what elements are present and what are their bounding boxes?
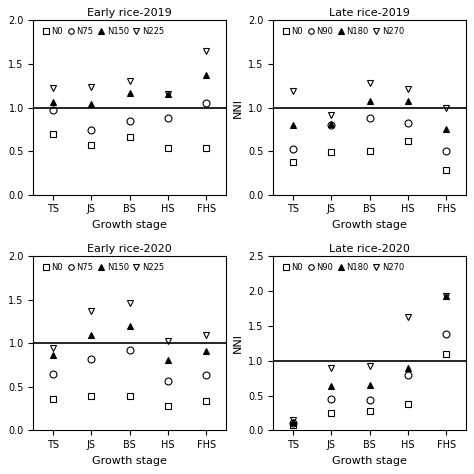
X-axis label: Growth stage: Growth stage (332, 220, 407, 230)
Legend: N0, N90, N180, N270: N0, N90, N180, N270 (282, 262, 405, 273)
Title: Early rice-2020: Early rice-2020 (87, 244, 172, 254)
Y-axis label: NNI: NNI (233, 98, 243, 118)
Title: Late rice-2019: Late rice-2019 (329, 9, 410, 18)
Title: Late rice-2020: Late rice-2020 (329, 244, 410, 254)
Title: Early rice-2019: Early rice-2019 (87, 9, 172, 18)
Y-axis label: NNI: NNI (233, 333, 243, 353)
X-axis label: Growth stage: Growth stage (332, 456, 407, 465)
Legend: N0, N75, N150, N225: N0, N75, N150, N225 (41, 262, 165, 273)
Legend: N0, N90, N180, N270: N0, N90, N180, N270 (282, 27, 405, 37)
X-axis label: Growth stage: Growth stage (92, 220, 167, 230)
X-axis label: Growth stage: Growth stage (92, 456, 167, 465)
Legend: N0, N75, N150, N225: N0, N75, N150, N225 (41, 27, 165, 37)
